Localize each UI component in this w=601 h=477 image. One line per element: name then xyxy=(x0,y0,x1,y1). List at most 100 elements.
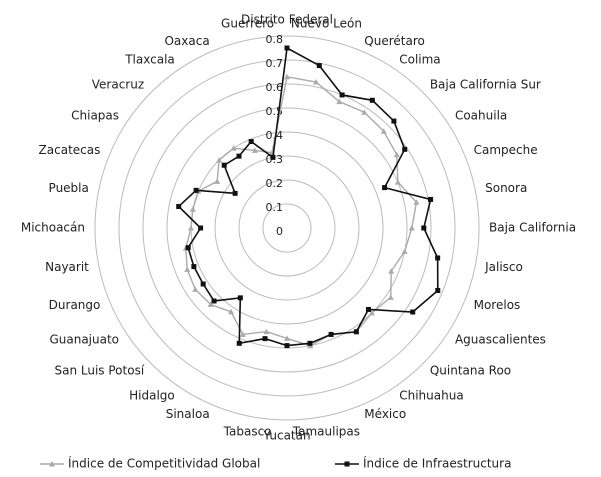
category-label: Quintana Roo xyxy=(430,363,511,377)
marker xyxy=(263,328,270,335)
marker xyxy=(191,264,197,270)
category-label: Nayarit xyxy=(45,260,89,274)
marker xyxy=(361,109,368,115)
legend-marker xyxy=(49,461,55,467)
marker xyxy=(227,308,234,315)
marker xyxy=(192,286,199,292)
r-tick-label: 0.1 xyxy=(266,201,284,214)
marker xyxy=(428,196,434,202)
category-label: Distrito Federal xyxy=(241,13,333,27)
marker xyxy=(237,295,243,301)
marker xyxy=(316,63,322,69)
marker xyxy=(382,185,388,191)
category-label: Jalisco xyxy=(484,260,523,274)
category-label: Sinaloa xyxy=(166,407,210,421)
marker xyxy=(336,98,343,105)
r-tick-label: 0.7 xyxy=(266,57,284,70)
category-label: Yucatán xyxy=(262,429,310,443)
category-label: Coahuila xyxy=(455,108,507,122)
marker xyxy=(368,309,375,316)
marker xyxy=(193,187,199,193)
marker xyxy=(188,225,194,231)
marker xyxy=(248,139,254,145)
marker xyxy=(221,162,227,168)
marker xyxy=(236,340,242,346)
legend-label: Índice de Competitividad Global xyxy=(68,456,260,471)
marker xyxy=(408,225,415,231)
marker xyxy=(216,157,223,163)
category-label: Aguascalientes xyxy=(455,333,546,347)
category-label: Baja California xyxy=(489,221,576,235)
marker xyxy=(211,298,217,304)
r-tick-label: 0.8 xyxy=(266,33,284,46)
category-label: Michoacán xyxy=(21,221,85,235)
category-label: Durango xyxy=(49,298,101,312)
marker xyxy=(380,128,387,134)
marker xyxy=(353,329,359,335)
legend-label: Índice de Infraestructura xyxy=(363,456,511,471)
marker xyxy=(198,225,204,231)
category-label: Oaxaca xyxy=(164,34,209,48)
marker xyxy=(435,287,441,293)
grid-circle xyxy=(214,155,360,301)
marker xyxy=(214,178,221,184)
marker xyxy=(189,206,196,212)
category-label: México xyxy=(364,407,406,421)
series-line xyxy=(177,46,439,347)
category-label: Zacatecas xyxy=(39,143,101,157)
marker xyxy=(262,336,268,342)
category-label: Nuevo León xyxy=(291,16,362,30)
category-label: Tamaulipas xyxy=(292,425,360,439)
category-label: Tabasco xyxy=(223,425,272,439)
marker xyxy=(421,225,427,231)
marker xyxy=(339,92,345,98)
marker xyxy=(369,97,375,103)
category-label: Chiapas xyxy=(71,108,119,122)
grid-circle xyxy=(94,35,480,421)
marker xyxy=(207,301,214,307)
category-label: Guanajuato xyxy=(49,333,119,347)
marker xyxy=(393,151,400,158)
marker xyxy=(410,309,416,315)
marker xyxy=(184,266,191,272)
category-label: Sonora xyxy=(485,181,527,195)
marker xyxy=(185,245,191,251)
marker xyxy=(365,306,371,312)
category-label: San Luis Potosí xyxy=(55,363,145,377)
r-tick-label: 0 xyxy=(276,225,283,238)
category-label: Puebla xyxy=(49,181,89,195)
marker xyxy=(284,335,290,341)
grid-circle xyxy=(118,59,456,397)
marker xyxy=(239,331,246,337)
grid-circle xyxy=(262,203,312,253)
category-label: Campeche xyxy=(474,143,538,157)
category-label: Tlaxcala xyxy=(124,53,175,67)
grid-circle xyxy=(142,83,432,373)
marker xyxy=(284,45,290,51)
marker xyxy=(176,203,182,209)
marker xyxy=(232,190,238,196)
category-label: Baja California Sur xyxy=(430,78,541,92)
r-tick-label: 0.6 xyxy=(266,81,284,94)
category-label: Morelos xyxy=(474,298,521,312)
marker xyxy=(328,331,334,337)
marker xyxy=(284,343,290,349)
category-label: Veracruz xyxy=(92,78,144,92)
marker xyxy=(313,79,320,85)
marker xyxy=(388,268,395,274)
marker xyxy=(230,145,237,151)
marker xyxy=(200,281,206,287)
marker xyxy=(435,255,441,261)
marker xyxy=(270,154,276,160)
category-label: Querétaro xyxy=(364,34,425,48)
category-label: Hidalgo xyxy=(129,388,175,402)
marker xyxy=(391,118,397,124)
marker xyxy=(307,340,313,346)
grid-circle xyxy=(238,179,336,277)
legend-marker xyxy=(344,461,350,467)
category-label: Chihuahua xyxy=(399,388,463,402)
category-label: Guerrero xyxy=(221,16,274,30)
r-tick-label: 0.2 xyxy=(266,177,284,190)
marker xyxy=(387,294,394,300)
